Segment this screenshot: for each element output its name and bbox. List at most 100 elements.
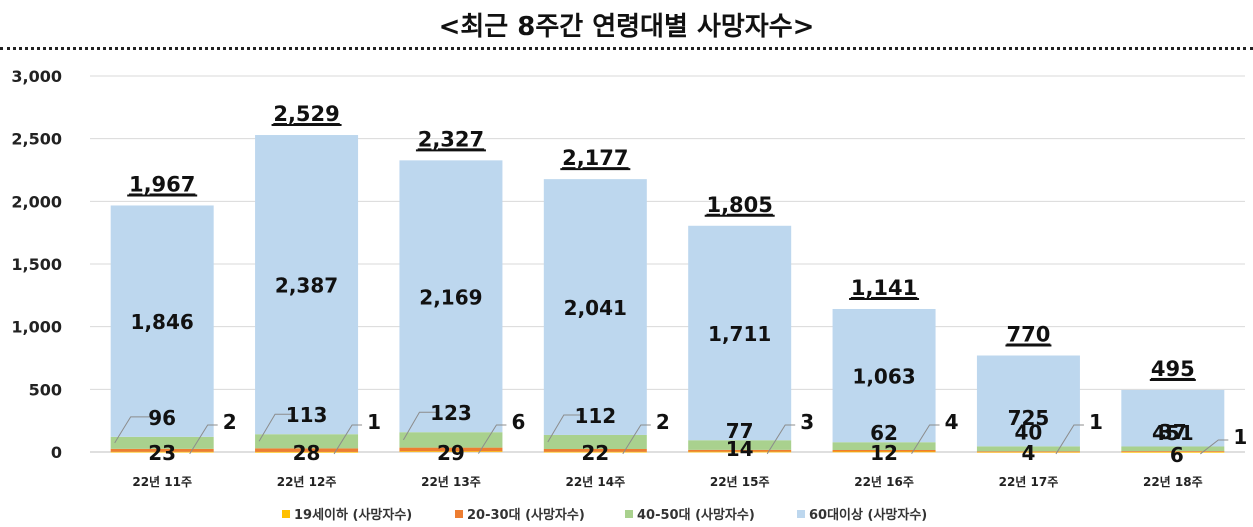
leader-line [258, 413, 296, 442]
y-tick-label: 500 [29, 380, 62, 399]
data-label: 2,169 [419, 285, 482, 309]
data-label: 1,846 [131, 310, 194, 334]
bar-segment [688, 449, 792, 452]
leader-line [333, 424, 363, 455]
data-label: 1 [1089, 410, 1103, 434]
leader-line [911, 424, 940, 455]
data-label: 1,711 [708, 322, 771, 346]
legend-label: 60대이상 (사망자수) [809, 507, 927, 523]
leader-line [1200, 439, 1229, 455]
data-label: 28 [293, 441, 321, 465]
bar-segment [399, 451, 503, 453]
legend-swatch [797, 510, 805, 518]
bar-segment [255, 448, 359, 452]
legend-label: 40-50대 (사망자수) [637, 507, 755, 523]
legend-swatch [455, 510, 463, 518]
data-label: 2,041 [564, 296, 627, 320]
data-label: 6 [1170, 443, 1184, 467]
bar-segment [110, 451, 214, 453]
leader-line [114, 416, 151, 444]
data-label: 1 [367, 410, 381, 434]
data-label: 14 [726, 437, 754, 461]
y-tick-label: 1,000 [11, 318, 62, 337]
bar-segment [399, 160, 503, 433]
x-tick-label: 22년 18주 [1143, 475, 1203, 489]
bar-segment [110, 205, 214, 437]
y-tick-label: 3,000 [11, 67, 62, 86]
data-label: 725 [1008, 406, 1050, 430]
total-label: 2,177 [562, 146, 628, 170]
chart-title: <최근 8주간 연령대별 사망자수> [438, 12, 815, 42]
x-tick-label: 22년 11주 [132, 475, 192, 489]
bar-segment [832, 451, 936, 453]
data-label: 22 [581, 441, 609, 465]
total-label: 2,327 [418, 127, 484, 151]
y-tick-label: 2,000 [11, 192, 62, 211]
bar-segment [1121, 451, 1225, 452]
bar-segment [976, 451, 1080, 453]
x-tick-label: 22년 13주 [421, 475, 481, 489]
data-label: 3 [800, 410, 814, 434]
data-label: 113 [286, 403, 328, 427]
total-label: 2,529 [273, 102, 339, 126]
bar-segment [255, 434, 359, 449]
bar-segment [110, 436, 214, 449]
data-label: 4 [945, 410, 959, 434]
bar-segment [399, 447, 503, 452]
legend-label: 19세이하 (사망자수) [294, 507, 412, 523]
bar-segment [399, 432, 503, 448]
legend-swatch [625, 510, 633, 518]
x-tick-label: 22년 14주 [565, 475, 625, 489]
x-tick-label: 22년 15주 [710, 475, 770, 489]
bar-segment [832, 442, 936, 450]
bar-segment [543, 448, 647, 452]
data-label: 29 [437, 441, 465, 465]
data-label: 2 [656, 410, 670, 434]
leader-line [189, 424, 218, 455]
bar-segment [832, 308, 936, 443]
data-label: 6 [511, 410, 525, 434]
data-label: 40 [1015, 420, 1043, 444]
bar-segment [255, 451, 359, 453]
bar-segment [1121, 451, 1225, 453]
legend-swatch [282, 510, 290, 518]
bar-segment [976, 355, 1080, 447]
x-tick-label: 22년 16주 [854, 475, 914, 489]
total-label: 1,967 [129, 172, 195, 196]
leader-line [547, 414, 584, 443]
data-label: 1,063 [852, 365, 915, 389]
bar-segment [543, 434, 647, 449]
data-label: 451 [1152, 421, 1194, 445]
data-label: 123 [430, 401, 472, 425]
total-label: 1,141 [851, 276, 917, 300]
bar-segment [688, 440, 792, 450]
data-label: 112 [574, 404, 616, 428]
data-label: 62 [870, 421, 898, 445]
x-tick-label: 22년 17주 [999, 475, 1059, 489]
data-label: 2 [223, 410, 237, 434]
leader-line [403, 411, 440, 441]
bar-segment [543, 179, 647, 435]
y-tick-label: 2,500 [11, 130, 62, 149]
leader-line [622, 424, 651, 455]
total-label: 770 [1007, 322, 1051, 346]
leader-line [766, 424, 796, 455]
leader-line [478, 424, 507, 454]
data-label: 23 [148, 441, 176, 465]
bar-segment [976, 451, 1080, 453]
bar-segment [1121, 389, 1225, 447]
data-label: 37 [1159, 420, 1187, 444]
bar-segment [255, 135, 359, 435]
bar-segment [688, 225, 792, 441]
bar-segment [832, 449, 936, 452]
title-divider [0, 47, 1253, 50]
bar-segment [976, 446, 1080, 452]
bar-segment [1121, 446, 1225, 452]
data-label: 12 [870, 441, 898, 465]
bar-segment [110, 448, 214, 452]
data-label: 77 [726, 419, 754, 443]
legend-label: 20-30대 (사망자수) [467, 507, 585, 523]
data-label: 1 [1233, 425, 1247, 449]
y-tick-label: 1,500 [11, 255, 62, 274]
